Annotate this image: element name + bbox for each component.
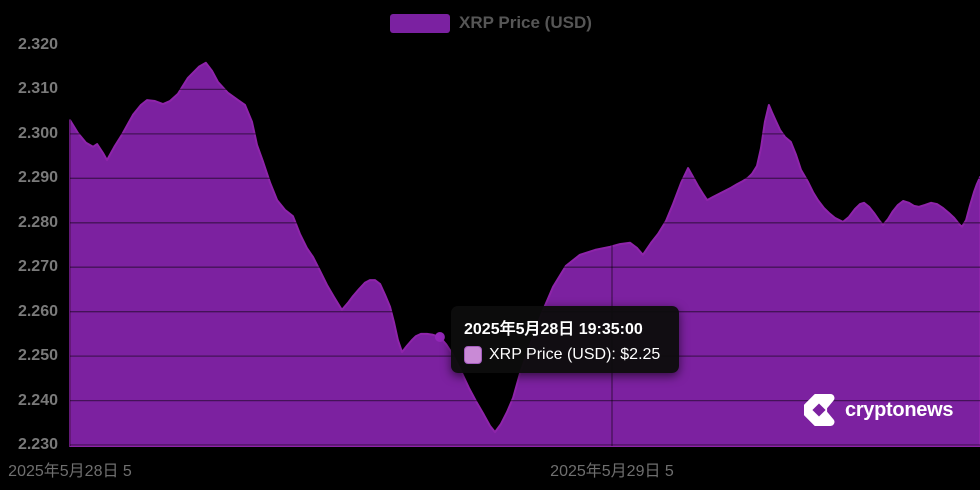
legend-swatch[interactable] [390, 13, 450, 33]
y-axis-tick-label: 2.270 [17, 258, 58, 276]
y-axis-tick-label: 2.320 [17, 36, 58, 53]
cryptonews-logo-icon [804, 394, 835, 426]
tooltip-timestamp: 2025年5月28日 19:35:00 [464, 321, 643, 338]
cryptonews-logo-text: cryptonews [845, 398, 954, 421]
tooltip-row: XRP Price (USD): $2.25 [464, 346, 666, 364]
hover-point-marker [434, 332, 445, 342]
x-axis-tick-label: 2025年5月28日 5 [8, 463, 132, 480]
cryptonews-watermark: cryptonews [803, 393, 953, 427]
y-axis-tick-label: 2.250 [17, 347, 58, 365]
y-axis-tick-label: 2.240 [17, 391, 58, 409]
x-axis-tick-label: 2025年5月29日 5 [550, 463, 674, 480]
gridlines [69, 44, 980, 446]
legend-item-xrp-price[interactable]: XRP Price (USD) [390, 13, 592, 33]
tooltip-series-swatch [464, 346, 482, 364]
y-axis-tick-label: 2.290 [17, 169, 58, 187]
y-axis-tick-label: 2.300 [17, 124, 58, 142]
tooltip-series-value: XRP Price (USD): $2.25 [489, 346, 661, 363]
y-axis-tick-label: 2.260 [17, 302, 58, 320]
y-axis-tick-label: 2.230 [17, 436, 58, 453]
y-axis-tick-label: 2.280 [17, 213, 58, 231]
tooltip: 2025年5月28日 19:35:00 XRP Price (USD): $2.… [451, 306, 679, 373]
price-area-series [69, 61, 980, 447]
y-axis-tick-label: 2.310 [17, 80, 58, 98]
legend-label: XRP Price (USD) [459, 13, 592, 32]
